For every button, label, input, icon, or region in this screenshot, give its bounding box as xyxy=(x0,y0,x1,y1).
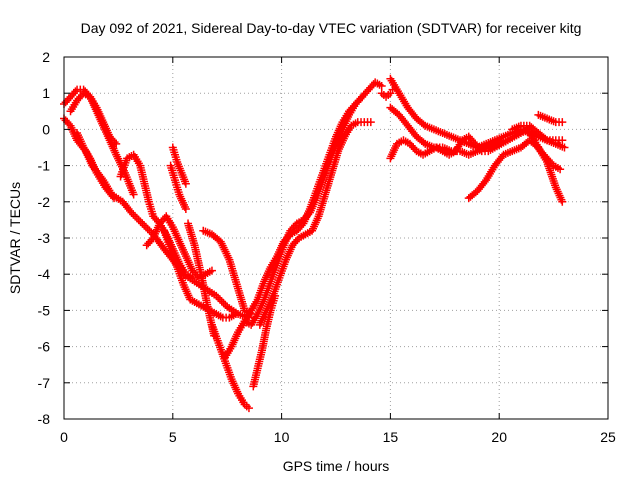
satellite-track-i xyxy=(166,161,190,214)
data-point xyxy=(110,194,119,203)
x-tick-label: 20 xyxy=(491,429,507,445)
data-point xyxy=(217,297,226,306)
data-point xyxy=(212,291,221,300)
x-tick-label: 10 xyxy=(274,429,290,445)
data-point xyxy=(231,310,240,319)
satellite-track-p xyxy=(255,118,375,329)
data-point xyxy=(215,295,224,304)
satellite-track-h xyxy=(168,143,190,188)
data-point xyxy=(145,226,154,235)
satellite-track-n xyxy=(240,92,367,329)
data-point xyxy=(110,138,119,147)
data-point xyxy=(140,221,149,230)
data-point xyxy=(358,92,367,101)
data-point xyxy=(108,192,117,201)
y-tick-label: -8 xyxy=(38,411,51,427)
data-point xyxy=(214,293,223,302)
y-tick-label: -6 xyxy=(38,339,51,355)
satellite-track-l xyxy=(207,320,253,413)
data-point xyxy=(136,217,145,226)
x-tick-label: 5 xyxy=(169,429,177,445)
satellite-track-w xyxy=(534,110,567,127)
y-tick-label: -1 xyxy=(38,158,51,174)
chart-title: Day 092 of 2021, Sidereal Day-to-day VTE… xyxy=(81,20,582,36)
y-tick-label: -3 xyxy=(38,230,51,246)
data-point xyxy=(541,134,550,143)
data-point xyxy=(134,215,143,224)
y-tick-label: -7 xyxy=(38,375,51,391)
satellite-track-v xyxy=(508,121,567,145)
grid-lines xyxy=(64,57,608,419)
data-point xyxy=(366,118,375,127)
y-tick-label: 0 xyxy=(42,121,50,137)
data-point xyxy=(131,212,140,221)
y-tick-label: -5 xyxy=(38,302,51,318)
data-point xyxy=(377,81,386,90)
satellite-track-u xyxy=(464,136,567,206)
data-point xyxy=(556,165,565,174)
data-point xyxy=(112,139,121,148)
y-tick-label: 1 xyxy=(42,85,50,101)
y-tick-label: 2 xyxy=(42,49,50,65)
data-point xyxy=(356,94,365,103)
x-tick-label: 15 xyxy=(383,429,399,445)
y-axis-label: SDTVAR / TECUs xyxy=(7,182,23,294)
axis-ticks xyxy=(63,56,609,420)
data-point xyxy=(129,190,138,199)
data-point xyxy=(132,214,141,223)
data-point xyxy=(207,266,216,275)
x-tick-label: 25 xyxy=(600,429,616,445)
satellite-track-c xyxy=(66,89,121,148)
data-point xyxy=(141,223,150,232)
y-tick-label: -4 xyxy=(38,266,51,282)
data-point xyxy=(219,299,228,308)
data-point xyxy=(127,208,136,217)
x-axis-label: GPS time / hours xyxy=(283,458,390,474)
data-point xyxy=(71,87,80,96)
satellite-track-f xyxy=(142,212,216,282)
data-points xyxy=(60,74,569,413)
data-point xyxy=(181,179,190,188)
y-tick-label: -2 xyxy=(38,194,51,210)
data-point xyxy=(181,205,190,214)
x-tick-label: 0 xyxy=(60,429,68,445)
data-point xyxy=(476,145,485,154)
data-point xyxy=(138,219,147,228)
data-point xyxy=(129,210,138,219)
tick-labels: 0 5 10 15 20 25 -8 -7 -6 -5 -4 -3 -2 -1 0 1 2 xyxy=(38,49,616,445)
data-point xyxy=(558,136,567,145)
data-point xyxy=(143,224,152,233)
satellite-track-j xyxy=(184,219,219,340)
data-point xyxy=(558,118,567,127)
data-point xyxy=(244,404,253,413)
data-point xyxy=(558,197,567,206)
satellite-track-d xyxy=(73,129,119,203)
data-point xyxy=(560,143,569,152)
